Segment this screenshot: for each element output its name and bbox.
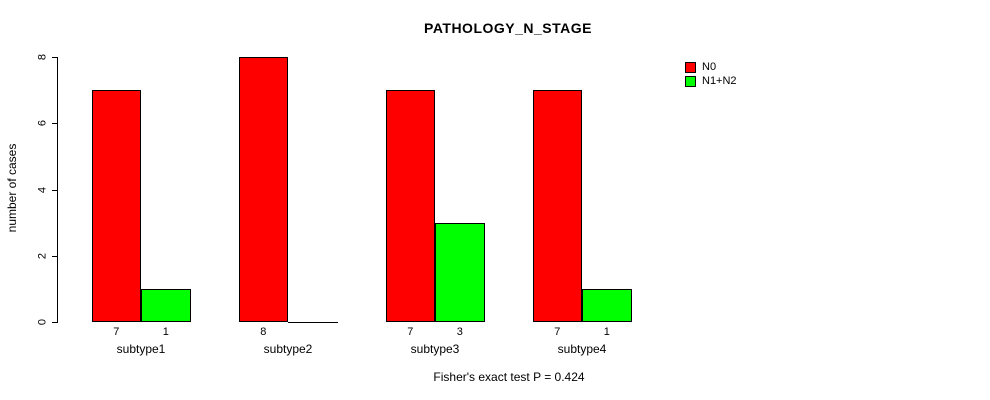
legend-item-n1n2: N1+N2 [685, 76, 737, 87]
bar-value-label-subtype2n0: 8 [260, 326, 267, 338]
y-tick-mark [52, 57, 57, 58]
legend-item-n0: N0 [685, 62, 737, 73]
x-category-label-subtype2: subtype2 [263, 342, 313, 356]
y-axis-line [57, 57, 58, 323]
y-tick-mark [52, 123, 57, 125]
bar-subtype1n1n2 [141, 288, 191, 322]
legend-swatch-icon [685, 62, 696, 73]
y-tick-label: 8 [36, 53, 49, 61]
bar-value-label-subtype4n0: 7 [554, 326, 561, 338]
bar-value-label-subtype3n0: 7 [407, 326, 414, 338]
bar-subtype1n0 [91, 90, 141, 322]
footnote-pvalue: Fisher's exact test P = 0.424 [433, 370, 585, 384]
y-tick-mark [52, 255, 57, 257]
y-tick-label: 4 [36, 186, 49, 193]
bar-subtype3n1n2 [435, 222, 485, 322]
x-category-label-subtype4: subtype4 [557, 342, 607, 356]
legend-label: N0 [702, 61, 717, 73]
y-tick-label: 0 [36, 318, 49, 326]
bar-zero-subtype2n1n2 [288, 322, 338, 323]
bar-subtype4n1n2 [582, 288, 632, 322]
bar-value-label-subtype4n1n2: 1 [603, 326, 610, 338]
y-tick-mark [52, 322, 57, 323]
bar-subtype4n0 [532, 90, 582, 322]
y-tick-label: 6 [36, 120, 49, 127]
y-tick-mark [52, 189, 57, 191]
x-category-label-subtype1: subtype1 [116, 342, 166, 356]
x-category-label-subtype3: subtype3 [410, 342, 460, 356]
bar-subtype3n0 [385, 90, 435, 322]
bar-value-label-subtype3n1n2: 3 [456, 326, 463, 338]
bar-subtype2n0 [238, 57, 288, 322]
bar-value-label-subtype1n0: 7 [113, 326, 120, 338]
legend-swatch-icon [685, 76, 696, 87]
bar-value-label-subtype1n1n2: 1 [162, 326, 169, 338]
y-tick-label: 2 [36, 252, 49, 259]
legend-label: N1+N2 [702, 75, 737, 87]
y-axis-label: number of cases [5, 143, 19, 233]
legend: N0 N1+N2 [685, 62, 737, 90]
chart-title: PATHOLOGY_N_STAGE [424, 20, 592, 36]
